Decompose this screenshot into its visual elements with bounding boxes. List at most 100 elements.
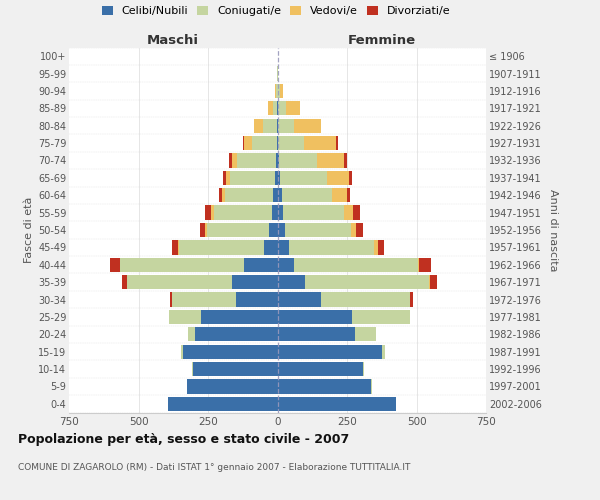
Text: COMUNE DI ZAGAROLO (RM) - Dati ISTAT 1° gennaio 2007 - Elaborazione TUTTITALIA.I: COMUNE DI ZAGAROLO (RM) - Dati ISTAT 1° … <box>18 462 410 471</box>
Bar <box>353 206 361 220</box>
Bar <box>222 188 224 202</box>
Bar <box>205 206 211 220</box>
Bar <box>232 275 277 289</box>
Bar <box>263 118 277 133</box>
Bar <box>187 380 277 394</box>
Bar <box>269 223 277 237</box>
Bar <box>277 188 281 202</box>
Bar <box>293 258 418 272</box>
Bar <box>280 170 327 185</box>
Bar <box>263 240 277 254</box>
Bar <box>277 154 279 168</box>
Bar <box>193 362 277 376</box>
Bar <box>305 275 429 289</box>
Bar <box>377 240 383 254</box>
Bar <box>285 223 352 237</box>
Bar <box>281 188 332 202</box>
Bar <box>277 362 363 376</box>
Bar <box>344 206 353 220</box>
Bar <box>237 154 276 168</box>
Bar <box>419 258 431 272</box>
Bar <box>226 170 230 185</box>
Bar <box>277 396 397 411</box>
Bar <box>201 310 277 324</box>
Bar <box>332 188 347 202</box>
Bar <box>277 258 293 272</box>
Bar <box>337 136 338 150</box>
Bar <box>278 101 286 116</box>
Bar <box>374 240 377 254</box>
Bar <box>277 275 305 289</box>
Bar <box>214 206 272 220</box>
Bar <box>277 380 371 394</box>
Bar <box>251 136 277 150</box>
Bar <box>236 292 277 306</box>
Bar <box>276 154 277 168</box>
Bar <box>230 170 275 185</box>
Bar <box>191 362 193 376</box>
Bar <box>410 292 413 306</box>
Text: Femmine: Femmine <box>347 34 416 48</box>
Legend: Celibi/Nubili, Coniugati/e, Vedovi/e, Divorziati/e: Celibi/Nubili, Coniugati/e, Vedovi/e, Di… <box>101 6 451 16</box>
Bar <box>127 275 232 289</box>
Bar <box>286 101 300 116</box>
Bar <box>356 223 362 237</box>
Bar <box>172 240 178 254</box>
Bar <box>317 154 344 168</box>
Bar <box>277 240 289 254</box>
Bar <box>382 344 385 359</box>
Bar <box>283 206 344 220</box>
Bar <box>172 292 236 306</box>
Bar <box>272 206 277 220</box>
Bar <box>167 396 277 411</box>
Bar <box>275 84 277 98</box>
Bar <box>181 344 183 359</box>
Bar <box>277 344 382 359</box>
Bar <box>200 223 205 237</box>
Text: Maschi: Maschi <box>147 34 199 48</box>
Bar <box>244 136 251 150</box>
Bar <box>254 118 263 133</box>
Bar <box>169 310 201 324</box>
Bar <box>418 258 419 272</box>
Bar <box>327 170 349 185</box>
Bar <box>206 223 269 237</box>
Y-axis label: Fasce di età: Fasce di età <box>23 197 34 263</box>
Bar <box>278 118 294 133</box>
Bar <box>277 170 280 185</box>
Bar <box>110 258 121 272</box>
Bar <box>304 136 337 150</box>
Bar <box>277 292 322 306</box>
Y-axis label: Anni di nascita: Anni di nascita <box>548 188 559 271</box>
Bar <box>352 223 356 237</box>
Bar <box>277 310 352 324</box>
Bar <box>268 101 273 116</box>
Bar <box>183 344 277 359</box>
Bar <box>243 136 244 150</box>
Bar <box>277 327 355 342</box>
Text: Popolazione per età, sesso e stato civile - 2007: Popolazione per età, sesso e stato civil… <box>18 432 349 446</box>
Bar <box>244 258 277 272</box>
Bar <box>224 188 274 202</box>
Bar <box>429 275 430 289</box>
Bar <box>277 206 283 220</box>
Bar <box>122 275 127 289</box>
Bar <box>121 258 244 272</box>
Bar <box>277 223 285 237</box>
Bar <box>280 84 283 98</box>
Bar <box>179 240 263 254</box>
Bar <box>275 170 277 185</box>
Bar <box>196 327 277 342</box>
Bar <box>205 223 206 237</box>
Bar <box>232 154 237 168</box>
Bar <box>211 206 214 220</box>
Bar <box>279 154 317 168</box>
Bar <box>349 170 352 185</box>
Bar <box>344 154 347 168</box>
Bar <box>273 101 277 116</box>
Bar <box>218 188 222 202</box>
Bar <box>322 292 410 306</box>
Bar <box>188 327 196 342</box>
Bar <box>355 327 376 342</box>
Bar <box>277 84 280 98</box>
